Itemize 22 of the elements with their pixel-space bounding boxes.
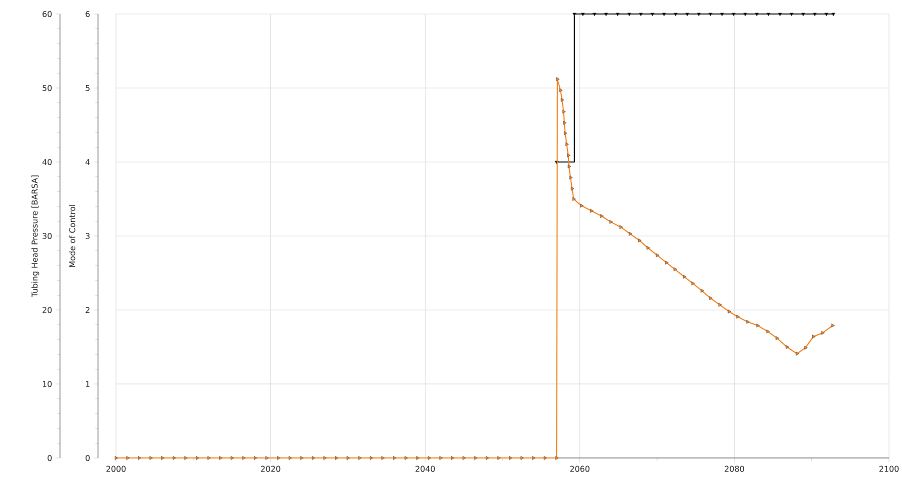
y-tick-label: 60 (42, 10, 52, 18)
y2-tick-label: 5 (86, 85, 90, 91)
y-axis-title: Tubing Head Pressure [BARSA] (31, 176, 40, 298)
y2-tick-label: 4 (86, 159, 90, 165)
y2-tick-label: 2 (86, 307, 90, 313)
x-tick-label: 2100 (879, 466, 899, 472)
y2-tick-label: 0 (86, 454, 90, 462)
y2-tick-label: 1 (86, 381, 90, 387)
y-tick-label: 20 (42, 306, 52, 314)
x-tick-label: 2060 (570, 466, 590, 472)
y-tick-label: 30 (42, 232, 52, 240)
y2-axis-title: Mode of Control (69, 204, 76, 267)
x-tick-label: 2020 (261, 466, 280, 472)
x-tick-label: 2000 (106, 466, 126, 472)
y2-tick-label: 3 (86, 232, 90, 240)
y-tick-label: 40 (42, 158, 52, 166)
y-tick-label: 50 (42, 84, 52, 92)
y2-tick-label: 6 (86, 10, 90, 18)
x-tick-label: 2040 (416, 466, 435, 472)
y-tick-label: 0 (48, 454, 52, 462)
y-tick-label: 10 (42, 380, 52, 388)
x-tick-label: 2080 (724, 466, 744, 472)
